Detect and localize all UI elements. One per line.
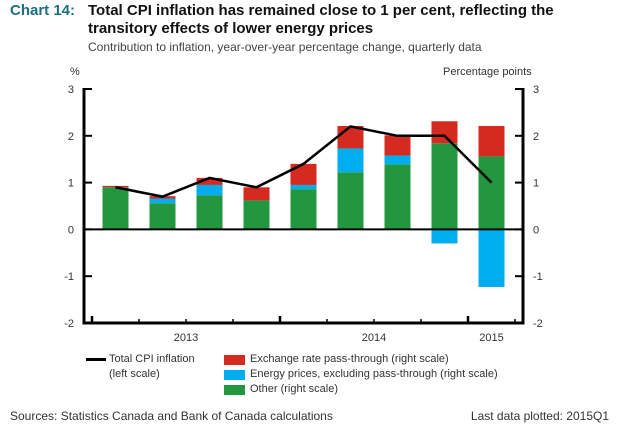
right-tick-label: -2: [533, 318, 543, 330]
left-axis-unit: %: [70, 66, 80, 78]
chart-subtitle: Contribution to inflation, year-over-yea…: [88, 40, 482, 54]
legend-line-label: Total CPI inflation: [109, 353, 195, 365]
bar-exchange-2013Q1: [102, 185, 129, 188]
right-tick-label: -1: [533, 271, 543, 283]
left-tick-label: 1: [68, 178, 74, 190]
legend-energy-swatch: [224, 369, 245, 380]
left-tick-label: -2: [64, 318, 74, 330]
bar-exchange-2014Q4: [431, 121, 458, 144]
legend-line: Total CPI inflation (left scale): [86, 352, 195, 382]
right-tick-label: 1: [533, 178, 539, 190]
bar-other-2014Q3: [384, 164, 411, 230]
left-tick-label: 0: [68, 224, 74, 236]
bar-other-2014Q4: [431, 143, 458, 230]
right-tick-label: 3: [533, 84, 539, 96]
bar-other-2013Q3: [196, 195, 223, 230]
bar-exchange-2013Q3: [196, 177, 223, 185]
right-tick-label: 2: [533, 131, 539, 143]
bar-energy-2015Q1: [478, 229, 505, 287]
chart-number: Chart 14:: [10, 2, 76, 19]
legend-other-label: Other (right scale): [250, 383, 339, 395]
bar-energy-2013Q2: [149, 198, 176, 204]
x-year-label: 2014: [362, 332, 386, 344]
bar-exchange-2015Q1: [478, 125, 505, 157]
legend-energy-label: Energy prices, excluding pass-through (r…: [250, 368, 498, 380]
x-year-label: 2015: [479, 332, 503, 344]
legend-exchange-label: Exchange rate pass-through (right scale): [250, 353, 449, 365]
bar-exchange-2014Q1: [290, 163, 317, 185]
bar-energy-2014Q1: [290, 184, 317, 190]
bar-exchange-2014Q3: [384, 135, 411, 156]
legend-other-swatch: [224, 384, 245, 395]
bar-exchange-2013Q4: [243, 187, 270, 201]
legend-exchange-swatch: [224, 354, 245, 365]
left-tick-label: 3: [68, 84, 74, 96]
sources-note: Sources: Statistics Canada and Bank of C…: [10, 409, 333, 423]
bar-other-2015Q1: [478, 156, 505, 230]
bar-energy-2014Q2: [337, 148, 364, 173]
bar-other-2014Q1: [290, 189, 317, 230]
bar-energy-2014Q4: [431, 229, 458, 244]
legend-line-swatch: [86, 358, 106, 361]
bar-other-2014Q2: [337, 172, 364, 230]
last-data-note: Last data plotted: 2015Q1: [470, 409, 609, 423]
left-tick-label: -1: [64, 271, 74, 283]
chart-title: Total CPI inflation has remained close t…: [88, 2, 554, 37]
bar-other-2013Q4: [243, 200, 270, 230]
bar-other-2013Q2: [149, 203, 176, 230]
x-year-label: 2013: [174, 332, 198, 344]
legend-line-sub: (left scale): [109, 368, 160, 380]
bar-energy-2014Q3: [384, 155, 411, 165]
bar-energy-2013Q3: [196, 184, 223, 196]
left-tick-label: 2: [68, 131, 74, 143]
bar-other-2013Q1: [102, 187, 129, 230]
right-axis-unit: Percentage points: [443, 66, 532, 78]
right-tick-label: 0: [533, 224, 539, 236]
legend-bars: Exchange rate pass-through (right scale)…: [224, 352, 498, 397]
